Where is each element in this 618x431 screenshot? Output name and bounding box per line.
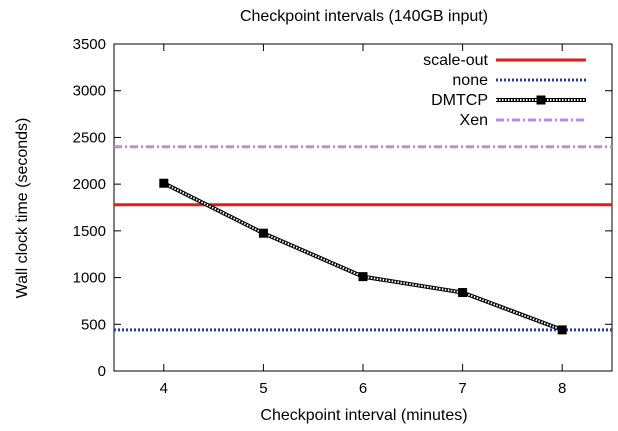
y-tick-label: 1500 bbox=[73, 223, 106, 240]
legend-label-scale-out: scale-out bbox=[423, 52, 488, 69]
data-point-dmtcp bbox=[258, 228, 268, 238]
chart-title: Checkpoint intervals (140GB input) bbox=[240, 8, 488, 25]
data-point-dmtcp bbox=[557, 325, 567, 335]
y-tick-label: 1000 bbox=[73, 270, 106, 287]
y-axis-label: Wall clock time (seconds) bbox=[14, 118, 31, 299]
y-tick-label: 0 bbox=[98, 363, 106, 380]
y-tick-label: 3000 bbox=[73, 83, 106, 100]
y-tick-label: 2000 bbox=[73, 176, 106, 193]
x-tick-label: 6 bbox=[359, 380, 367, 397]
legend: scale-out none DMTCP Xen bbox=[423, 52, 586, 129]
data-point-dmtcp bbox=[159, 178, 169, 188]
y-tick-label: 2500 bbox=[73, 129, 106, 146]
x-axis-label: Checkpoint interval (minutes) bbox=[260, 407, 467, 424]
legend-label-dmtcp: DMTCP bbox=[431, 92, 488, 109]
x-tick-label: 7 bbox=[458, 380, 466, 397]
y-tick-label: 3500 bbox=[73, 36, 106, 53]
x-tick-label: 4 bbox=[160, 380, 168, 397]
x-tick-label: 8 bbox=[558, 380, 566, 397]
y-tick-label: 500 bbox=[81, 316, 106, 333]
legend-marker-dmtcp bbox=[536, 95, 546, 105]
legend-label-xen: Xen bbox=[460, 112, 488, 129]
plot-area: 0 500 1000 1500 2000 2500 3000 3500 4 5 6 7 8 bbox=[73, 36, 613, 397]
data-point-dmtcp bbox=[458, 288, 468, 298]
x-tick-label: 5 bbox=[259, 380, 267, 397]
legend-label-none: none bbox=[452, 72, 488, 89]
data-point-dmtcp bbox=[358, 272, 368, 282]
